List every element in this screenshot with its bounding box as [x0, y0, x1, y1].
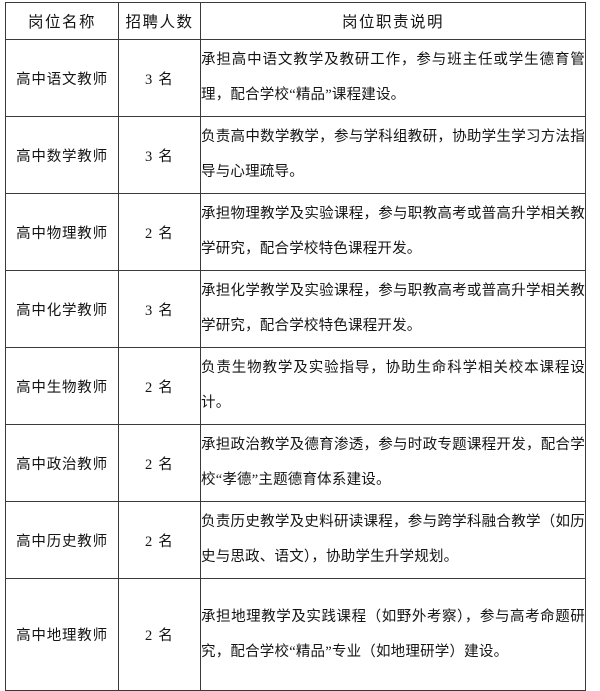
table-row: 高中政治教师 2 名 承担政治教学及德育渗透，参与时政专题课程开发，配合学校“孝…	[5, 424, 586, 502]
duties-text: 负责生物教学及实验指导，协助生命科学相关校本课程设计。	[201, 360, 585, 411]
cell-duties: 负责高中数学教学，参与学科组教研，协助学生学习方法指导与心理疏导。	[200, 116, 586, 194]
cell-position: 高中历史教师	[5, 501, 119, 579]
duties-text: 承担政治教学及德育渗透，参与时政专题课程开发，配合学校“孝德”主题德育体系建设。	[201, 437, 585, 488]
duties-text: 负责高中数学教学，参与学科组教研，协助学生学习方法指导与心理疏导。	[201, 129, 585, 180]
table-row: 高中物理教师 2 名 承担物理教学及实验课程，参与职教高考或普高升学相关教学研究…	[5, 193, 586, 271]
duties-text: 承担化学教学及实验课程，参与职教高考或普高升学相关教学研究，配合学校特色课程开发…	[201, 283, 585, 334]
cell-duties: 承担化学教学及实验课程，参与职教高考或普高升学相关教学研究，配合学校特色课程开发…	[200, 270, 586, 348]
column-header-duties: 岗位职责说明	[200, 2, 586, 40]
cell-count: 3 名	[118, 39, 201, 117]
cell-position: 高中政治教师	[5, 424, 119, 502]
cell-duties: 承担物理教学及实验课程，参与职教高考或普高升学相关教学研究，配合学校特色课程开发…	[200, 193, 586, 271]
cell-position: 高中数学教师	[5, 116, 119, 194]
cell-duties: 承担政治教学及德育渗透，参与时政专题课程开发，配合学校“孝德”主题德育体系建设。	[200, 424, 586, 502]
cell-duties: 承担高中语文教学及教研工作，参与班主任或学生德育管理，配合学校“精品”课程建设。	[200, 39, 586, 117]
column-header-position: 岗位名称	[5, 2, 119, 40]
cell-count: 2 名	[118, 193, 201, 271]
table-row: 高中历史教师 2 名 负责历史教学及史料研读课程，参与跨学科融合教学（如历史与思…	[5, 501, 586, 579]
cell-position: 高中语文教师	[5, 39, 119, 117]
cell-duties: 负责历史教学及史料研读课程，参与跨学科融合教学（如历史与思政、语文），协助学生升…	[200, 501, 586, 579]
table-row: 高中生物教师 2 名 负责生物教学及实验指导，协助生命科学相关校本课程设计。	[5, 347, 586, 425]
cell-duties: 承担地理教学及实践课程（如野外考察），参与高考命题研究，配合学校“精品”专业（如…	[200, 578, 586, 691]
table-body: 高中语文教师 3 名 承担高中语文教学及教研工作，参与班主任或学生德育管理，配合…	[5, 39, 586, 691]
cell-count: 2 名	[118, 424, 201, 502]
cell-position: 高中物理教师	[5, 193, 119, 271]
table-row: 高中语文教师 3 名 承担高中语文教学及教研工作，参与班主任或学生德育管理，配合…	[5, 39, 586, 117]
table-row: 高中数学教师 3 名 负责高中数学教学，参与学科组教研，协助学生学习方法指导与心…	[5, 116, 586, 194]
cell-count: 2 名	[118, 347, 201, 425]
recruitment-position-table: 岗位名称 招聘人数 岗位职责说明 高中语文教师 3 名 承担高中语文教学及教研工…	[5, 2, 586, 691]
duties-text: 负责历史教学及史料研读课程，参与跨学科融合教学（如历史与思政、语文），协助学生升…	[201, 514, 585, 565]
cell-count: 2 名	[118, 501, 201, 579]
table-row: 高中地理教师 2 名 承担地理教学及实践课程（如野外考察），参与高考命题研究，配…	[5, 578, 586, 691]
duties-text: 承担高中语文教学及教研工作，参与班主任或学生德育管理，配合学校“精品”课程建设。	[201, 52, 585, 103]
cell-position: 高中生物教师	[5, 347, 119, 425]
duties-text: 承担地理教学及实践课程（如野外考察），参与高考命题研究，配合学校“精品”专业（如…	[201, 608, 585, 660]
column-header-count: 招聘人数	[118, 2, 201, 40]
cell-position: 高中地理教师	[5, 578, 119, 691]
cell-duties: 负责生物教学及实验指导，协助生命科学相关校本课程设计。	[200, 347, 586, 425]
cell-count: 2 名	[118, 578, 201, 691]
cell-count: 3 名	[118, 116, 201, 194]
duties-text: 承担物理教学及实验课程，参与职教高考或普高升学相关教学研究，配合学校特色课程开发…	[201, 206, 585, 257]
cell-count: 3 名	[118, 270, 201, 348]
table-row: 高中化学教师 3 名 承担化学教学及实验课程，参与职教高考或普高升学相关教学研究…	[5, 270, 586, 348]
cell-position: 高中化学教师	[5, 270, 119, 348]
table-header-row: 岗位名称 招聘人数 岗位职责说明	[5, 2, 586, 40]
table-header: 岗位名称 招聘人数 岗位职责说明	[5, 2, 586, 40]
